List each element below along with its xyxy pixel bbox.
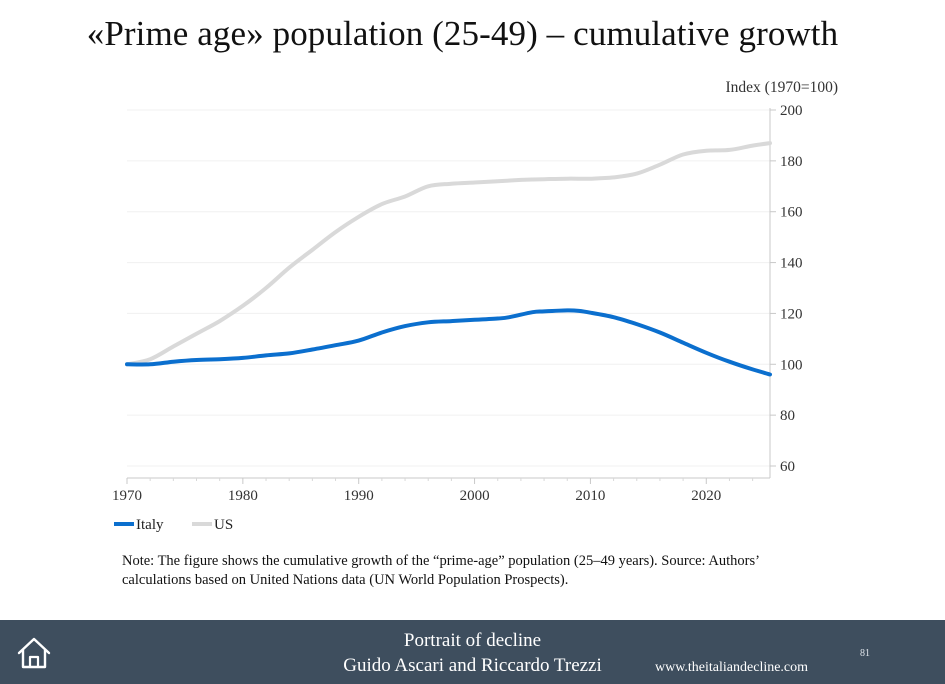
x-tick-label: 1970 bbox=[112, 488, 142, 504]
y-tick-label: 180 bbox=[780, 154, 803, 170]
legend: Italy US bbox=[114, 517, 233, 533]
y-tick-label: 160 bbox=[780, 205, 803, 221]
x-tick-label: 1990 bbox=[344, 488, 374, 504]
y-tick-label: 140 bbox=[780, 256, 803, 272]
y-tick-label: 120 bbox=[780, 306, 803, 322]
gridlines bbox=[127, 109, 770, 467]
y-tick-label: 80 bbox=[780, 408, 795, 424]
y-axis-label: Index (1970=100) bbox=[726, 79, 838, 96]
slide-title: «Prime age» population (25-49) – cumulat… bbox=[86, 14, 839, 53]
x-tick-label: 2020 bbox=[691, 488, 721, 504]
x-tick-label: 2010 bbox=[575, 488, 605, 504]
line-chart: Index (1970=100) 1970 1980 1990 2000 2010 202… bbox=[112, 79, 838, 533]
page-number: 81 bbox=[860, 648, 870, 659]
x-tick-label: 1980 bbox=[228, 488, 258, 504]
y-tick-label: 200 bbox=[780, 103, 803, 119]
y-tick-labels: 60 80 100 120 140 160 180 200 bbox=[780, 103, 803, 475]
x-tick-label: 2000 bbox=[460, 488, 490, 504]
figure-note: Note: The figure shows the cumulative gr… bbox=[122, 553, 759, 588]
series-line-italy bbox=[125, 308, 772, 377]
footer-title: Portrait of decline bbox=[403, 630, 542, 651]
home-icon[interactable] bbox=[16, 636, 52, 670]
y-tick-label: 100 bbox=[780, 357, 803, 373]
axes bbox=[126, 108, 776, 484]
legend-label-italy: Italy bbox=[136, 517, 164, 533]
footer-bar: Portrait of decline Guido Ascari and Ric… bbox=[0, 620, 945, 684]
footer-authors: Guido Ascari and Riccardo Trezzi bbox=[343, 655, 602, 676]
x-tick-labels: 1970 1980 1990 2000 2010 2020 bbox=[112, 488, 721, 504]
y-tick-label: 60 bbox=[780, 459, 795, 475]
legend-label-us: US bbox=[214, 517, 233, 533]
series-lines bbox=[125, 141, 772, 377]
website-url: www.theitaliandecline.com bbox=[655, 660, 809, 675]
series-line-us bbox=[125, 141, 772, 367]
